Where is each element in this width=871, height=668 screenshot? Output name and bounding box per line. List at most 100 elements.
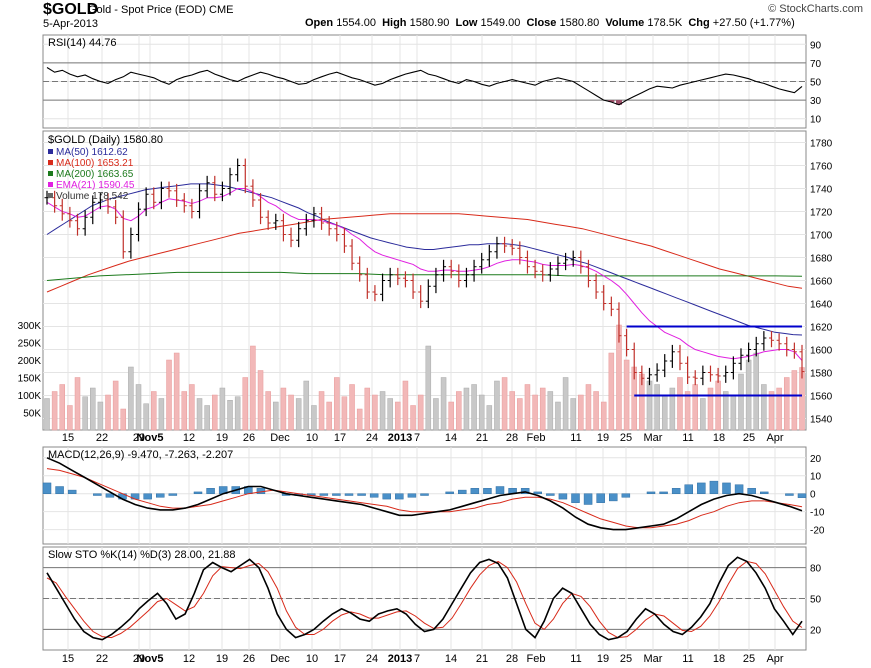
high-value: 1580.90 (409, 17, 450, 29)
bottom-x-tick-label: Feb (527, 653, 546, 665)
volume-bar (608, 352, 615, 431)
open-value: 1554.00 (336, 17, 376, 29)
macd-histogram-bar (357, 493, 366, 496)
macd-histogram-bar (797, 493, 807, 498)
volume-bar (311, 405, 317, 431)
price-tick-label: 1760 (810, 162, 833, 173)
volume-value: 178.5K (647, 17, 683, 29)
copyright-label: © StockCharts.com (768, 3, 863, 15)
volume-bar (570, 398, 576, 431)
macd-histogram-bar (697, 482, 706, 494)
volume-bar (196, 398, 203, 431)
bottom-x-tick-label: 15 (62, 653, 74, 665)
volume-bar (257, 370, 264, 431)
volume-bar (379, 391, 386, 431)
macd-histogram-bar (671, 488, 681, 494)
bottom-x-tick-label: 24 (366, 653, 378, 665)
volume-bar (151, 391, 157, 431)
macd-histogram-bar (533, 491, 542, 494)
price-ma-200-line (46, 271, 803, 281)
volume-bar (372, 394, 378, 431)
macd-histogram-bar (747, 488, 756, 494)
macd-histogram-bar (445, 491, 454, 494)
price-title: $GOLD (Daily) 1580.80 (48, 134, 163, 146)
macd-histogram-bar (495, 486, 505, 494)
open-label: Open (305, 17, 334, 29)
volume-bar (250, 345, 256, 431)
price-x-tick-label: 10 (306, 432, 318, 444)
volume-bar (173, 352, 180, 431)
volume-tick-label: 50K (23, 409, 41, 420)
volume-bar (234, 396, 241, 431)
bottom-x-tick-label: 12 (183, 653, 195, 665)
rsi-tick-label: 90 (810, 40, 822, 51)
price-x-tick-label: 26 (243, 432, 255, 444)
macd-histogram-bar (420, 493, 429, 496)
macd-histogram-bar (67, 489, 77, 494)
volume-bar (364, 387, 371, 431)
volume-bar (387, 398, 393, 431)
bottom-x-tick-label: 25 (620, 653, 632, 665)
rsi-title: RSI(14) 44.76 (48, 37, 116, 49)
bottom-x-tick-label: 26 (243, 653, 255, 665)
volume-bar (661, 394, 668, 431)
volume-bar (593, 391, 599, 431)
change-value: +27.50 (+1.77%) (712, 17, 795, 29)
macd-tick-label: -20 (810, 526, 825, 537)
volume-tick-label: 200K (18, 356, 42, 367)
price-x-tick-label: 25 (620, 432, 632, 444)
macd-histogram-bar (646, 491, 656, 494)
volume-bar (578, 394, 584, 431)
volume-bar (707, 387, 714, 431)
volume-bar (105, 394, 111, 431)
volume-bar (776, 387, 782, 431)
macd-histogram-bar (734, 484, 744, 494)
price-tick-label: 1640 (810, 300, 833, 311)
volume-bar (768, 391, 775, 431)
price-x-tick-label: 15 (62, 432, 74, 444)
volume-bar (562, 377, 569, 431)
price-x-tick-label: 18 (713, 432, 725, 444)
bottom-x-tick-label: 18 (713, 653, 725, 665)
volume-bar (669, 387, 676, 431)
legend-swatch (48, 182, 53, 187)
macd-histogram-bar (470, 488, 480, 494)
volume-bar (761, 384, 767, 431)
volume-bar (791, 370, 798, 431)
macd-line (46, 457, 803, 531)
price-x-tick-label: 12 (183, 432, 195, 444)
volume-bar (44, 398, 50, 431)
volume-bar (410, 405, 416, 431)
macd-histogram-bar (156, 493, 165, 498)
price-x-tick-label: 14 (445, 432, 457, 444)
volume-bar (471, 384, 477, 431)
volume-bar (356, 408, 363, 431)
volume-tick-label: 150K (18, 374, 42, 385)
stochastic-tick-label: 50 (810, 595, 822, 606)
price-x-tick-label: 24 (366, 432, 378, 444)
volume-tick-label: 250K (18, 339, 42, 350)
bottom-x-tick-label: 10 (306, 653, 318, 665)
volume-bar (722, 391, 729, 431)
macd-tick-label: 0 (810, 490, 816, 501)
stochastic-d-line (46, 560, 803, 639)
volume-bar (425, 345, 432, 431)
volume-bar (158, 398, 165, 431)
legend-label: EMA(21) 1590.45 (56, 180, 135, 191)
volume-bar (288, 394, 294, 431)
rsi-line (46, 67, 803, 106)
volume-bar (51, 391, 58, 431)
legend-label: Volume 178,542 (56, 191, 129, 202)
macd-histogram-bar (319, 493, 329, 496)
volume-bar (494, 380, 500, 431)
price-x-tick-label: 25 (743, 432, 755, 444)
instrument-name: Gold - Spot Price (EOD) (88, 4, 206, 16)
volume-bar (143, 403, 149, 431)
macd-histogram-bar (193, 491, 203, 494)
macd-histogram-bar (596, 493, 605, 503)
bottom-x-tick-label: 25 (743, 653, 755, 665)
bottom-x-tick-label: 7 (414, 653, 420, 665)
volume-bar (242, 377, 249, 431)
volume-bar (600, 401, 607, 431)
